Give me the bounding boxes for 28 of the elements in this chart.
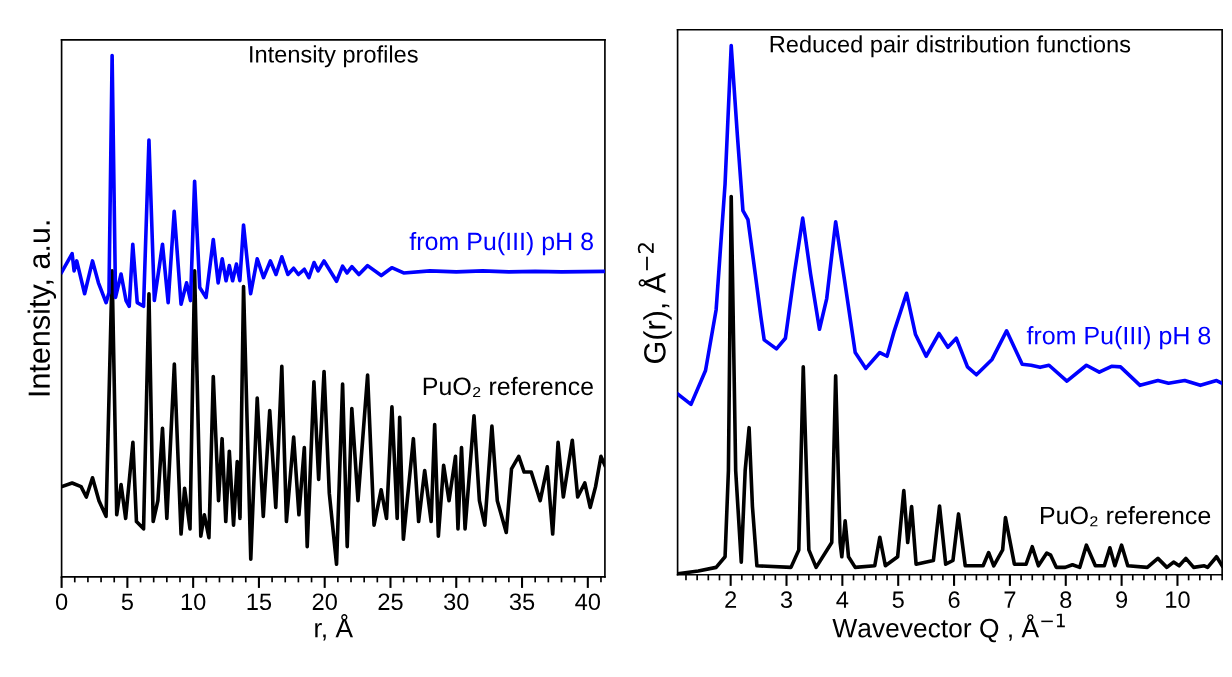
x-tick-label: 5 — [121, 593, 133, 611]
x-tick-label: 5 — [892, 591, 904, 609]
x-tick-label: 0 — [55, 593, 68, 611]
x-tick-label: 25 — [378, 593, 403, 611]
x-tick-label: 35 — [509, 593, 535, 611]
series-label: PuO₂ reference — [423, 376, 593, 398]
x-tick-label: 7 — [1004, 591, 1016, 608]
x-tick-label: 15 — [247, 593, 272, 611]
x-tick-label: 4 — [836, 591, 849, 608]
chart-title: Reduced pair distribution functions — [770, 35, 1131, 58]
x-tick-label: 10 — [1166, 591, 1190, 609]
x-tick-label: 9 — [1116, 591, 1128, 609]
x-tick-label: 3 — [780, 591, 793, 609]
x-tick-label: 2 — [725, 591, 737, 608]
series-label: from Pu(III) pH 8 — [409, 231, 593, 256]
x-tick-label: 8 — [1060, 591, 1072, 609]
x-tick-label: 10 — [181, 593, 206, 611]
y-axis-title: Intensity, a.u. — [27, 221, 57, 396]
x-axis-title: Wavevector Q , Å$^{−1}$ — [832, 613, 1065, 643]
x-tick-label: 30 — [444, 593, 469, 611]
x-axis-title: r, Å — [315, 614, 353, 641]
x-tick-label: 20 — [312, 593, 337, 611]
y-axis-title: G(r), Å$^{−2}$ — [637, 243, 672, 363]
chart-title: Intensity profiles — [250, 45, 418, 68]
series-label: from Pu(III) pH 8 — [1026, 326, 1211, 350]
series-label: PuO₂ reference — [1041, 505, 1211, 527]
x-tick-label: 6 — [948, 591, 960, 609]
x-tick-label: 40 — [575, 593, 601, 611]
